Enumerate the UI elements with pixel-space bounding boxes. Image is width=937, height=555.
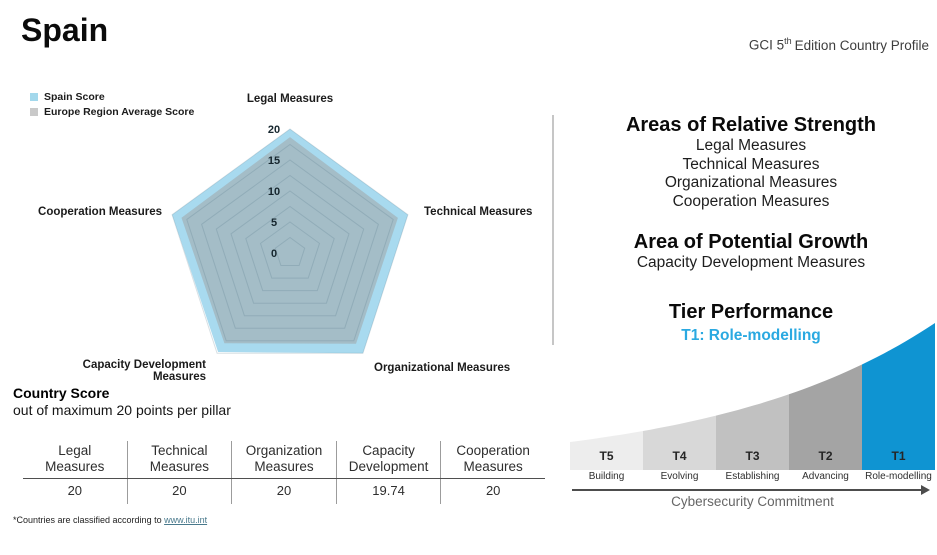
column-header: Technical Measures bbox=[126, 441, 232, 478]
score-table-header: Legal Measures Technical Measures Organiza… bbox=[23, 441, 545, 479]
commitment-axis-label: Cybersecurity Commitment bbox=[671, 494, 834, 509]
tier-id-row: T5 T4 T3 T2 T1 bbox=[570, 449, 935, 463]
footnote: *Countries are classified according to w… bbox=[13, 515, 207, 525]
svg-text:5: 5 bbox=[271, 217, 277, 229]
tier-id: T4 bbox=[672, 449, 687, 463]
score-cell: 20 bbox=[67, 483, 83, 498]
spain-swatch-icon bbox=[30, 93, 38, 101]
footnote-text: *Countries are classified according to bbox=[13, 515, 165, 525]
svg-text:0: 0 bbox=[271, 248, 277, 260]
country-score-table: Legal Measures Technical Measures Organiza… bbox=[23, 441, 545, 504]
score-cell: 19.74 bbox=[335, 479, 441, 504]
svg-text:10: 10 bbox=[268, 186, 280, 198]
radar-chart: 0 5 10 15 20 bbox=[171, 124, 409, 354]
legend-label-europe: Europe Region Average Score bbox=[44, 106, 195, 118]
page-title: Spain bbox=[21, 12, 109, 48]
tier-label: Establishing bbox=[725, 471, 780, 482]
column-header: Organization Measures bbox=[231, 441, 336, 478]
strength-item: Legal Measures bbox=[695, 137, 807, 154]
arrow-right-icon bbox=[921, 485, 930, 495]
score-cell: 20 bbox=[440, 479, 545, 504]
column-header: Capacity Development bbox=[335, 441, 441, 478]
radar-axis-organizational: Organizational Measures bbox=[374, 362, 511, 374]
summary-panel: Areas of Relative Strength Legal Measure… bbox=[567, 114, 935, 345]
legend-item-spain: Spain Score bbox=[30, 91, 194, 103]
tier-label: Building bbox=[588, 471, 625, 482]
column-header: Legal Measures bbox=[45, 443, 105, 474]
strength-item: Organizational Measures bbox=[664, 174, 838, 191]
score-cell: 20 bbox=[126, 479, 232, 504]
europe-swatch-icon bbox=[30, 108, 38, 116]
growth-item: Capacity Development Measures bbox=[636, 254, 866, 271]
score-table-values: 20 20 20 19.74 20 bbox=[23, 479, 545, 504]
tier-label: Role-modelling bbox=[865, 471, 932, 482]
tier-id: T1 bbox=[891, 449, 906, 463]
score-cell: 20 bbox=[231, 479, 336, 504]
tier-label: Evolving bbox=[660, 471, 699, 482]
legend-item-europe: Europe Region Average Score bbox=[30, 106, 194, 118]
column-header: Cooperation Measures bbox=[440, 441, 545, 478]
radar-axis-technical: Technical Measures bbox=[424, 206, 533, 218]
radar-axis-cooperation: Cooperation Measures bbox=[38, 206, 162, 218]
radar-axis-legal: Legal Measures bbox=[246, 93, 334, 105]
tier-id: T2 bbox=[818, 449, 833, 463]
tier-id: T3 bbox=[745, 449, 760, 463]
tier-performance-title: Tier Performance bbox=[668, 300, 834, 323]
growth-title: Area of Potential Growth bbox=[633, 231, 869, 253]
legend-label-spain: Spain Score bbox=[44, 91, 105, 103]
edition-superscript: th bbox=[784, 36, 792, 46]
svg-text:15: 15 bbox=[268, 155, 280, 167]
country-score-title: Country Score bbox=[13, 385, 110, 401]
svg-text:20: 20 bbox=[268, 124, 280, 136]
strength-item: Technical Measures bbox=[682, 155, 820, 173]
vertical-divider bbox=[552, 115, 554, 345]
radar-legend: Spain Score Europe Region Average Score bbox=[30, 91, 194, 121]
strength-item: Cooperation Measures bbox=[672, 192, 830, 210]
commitment-axis-line bbox=[572, 489, 922, 491]
tier-id: T5 bbox=[599, 449, 614, 463]
tier-label: Advancing bbox=[802, 471, 849, 482]
edition-label: GCI 5th Edition Country Profile bbox=[748, 36, 929, 53]
radar-axis-capacity: Capacity Development Measures bbox=[82, 359, 206, 383]
country-score-subtitle: out of maximum 20 points per pillar bbox=[13, 402, 231, 418]
tier-chart bbox=[570, 323, 935, 470]
tier-label-row: Building Evolving Establishing Advancing… bbox=[570, 471, 935, 482]
tier-value: T1: Role-modelling bbox=[681, 326, 821, 344]
itu-link[interactable]: www.itu.int bbox=[164, 515, 208, 525]
strength-title: Areas of Relative Strength bbox=[625, 114, 877, 136]
